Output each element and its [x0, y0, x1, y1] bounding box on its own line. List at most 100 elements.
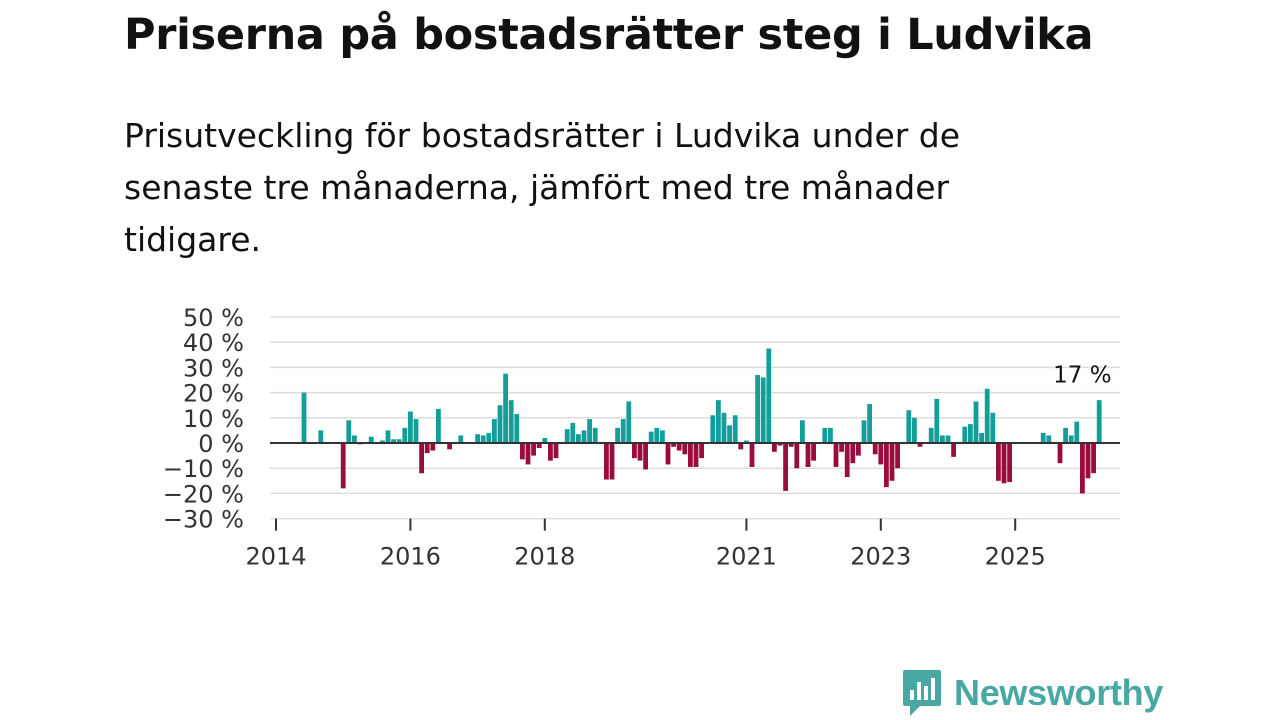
bar	[912, 417, 917, 443]
bar	[979, 432, 984, 443]
bar	[402, 427, 408, 443]
bar	[760, 377, 766, 443]
bar	[772, 443, 777, 452]
y-tick-label: −30 %	[163, 506, 244, 534]
bar	[301, 392, 307, 443]
bar	[458, 435, 464, 443]
bar	[637, 443, 643, 461]
bar	[564, 429, 570, 443]
bar	[884, 443, 889, 488]
x-tick-label: 2014	[245, 543, 306, 571]
bar	[688, 443, 693, 467]
bar	[1040, 432, 1046, 443]
bar	[682, 443, 688, 455]
bar	[475, 434, 480, 443]
y-tick-label: 30 %	[183, 354, 244, 382]
latest-value-label: 17 %	[1053, 363, 1111, 389]
bar	[940, 435, 945, 443]
bar	[968, 424, 973, 443]
y-tick-label: −10 %	[163, 455, 244, 483]
x-tick-label: 2018	[514, 543, 575, 571]
bar	[727, 425, 732, 443]
bar	[811, 443, 816, 461]
x-tick-label: 2021	[716, 543, 777, 571]
bar	[844, 443, 850, 478]
bar	[699, 443, 704, 459]
bar	[436, 408, 441, 443]
bar	[503, 373, 508, 443]
bar	[447, 443, 452, 450]
bar	[861, 420, 867, 443]
bar	[895, 443, 900, 469]
bar	[878, 443, 884, 465]
bar	[531, 443, 536, 456]
bar	[732, 415, 738, 443]
bar	[576, 434, 581, 443]
bar	[928, 427, 934, 443]
bar	[1007, 443, 1012, 483]
bar	[1057, 443, 1063, 464]
bar	[665, 443, 671, 465]
x-tick-label: 2023	[850, 543, 911, 571]
bar	[794, 443, 800, 469]
bar	[430, 443, 436, 451]
bar	[1096, 400, 1102, 443]
bar	[850, 443, 856, 464]
bar	[867, 403, 872, 443]
x-tick-label: 2025	[985, 543, 1046, 571]
bar	[654, 427, 660, 443]
bar	[587, 419, 592, 443]
chart-subtitle: Prisutveckling för bostadsrätter i Ludvi…	[124, 116, 961, 259]
bar	[872, 443, 878, 455]
bar	[525, 443, 531, 465]
bar	[1091, 443, 1096, 474]
newsworthy-logo: Newsworthy	[902, 668, 1163, 718]
bar	[346, 420, 352, 443]
y-tick-label: 20 %	[183, 380, 244, 408]
bar	[1085, 443, 1091, 479]
bar	[951, 443, 956, 457]
bar	[721, 412, 727, 443]
bar	[380, 440, 385, 443]
bar	[604, 443, 609, 480]
bar	[1074, 421, 1080, 443]
bar	[536, 443, 542, 449]
bar-chart: 50 %40 %30 %20 %10 %0 %−10 %−20 %−30 %20…	[163, 304, 1120, 571]
bar	[744, 440, 749, 443]
bar	[833, 443, 839, 467]
bar	[609, 443, 615, 480]
y-tick-label: 10 %	[183, 405, 244, 433]
bar	[570, 422, 576, 443]
bar	[424, 443, 430, 454]
bar	[592, 427, 598, 443]
bar	[749, 443, 755, 467]
bar	[856, 443, 861, 456]
bar	[548, 443, 553, 461]
logo-wordmark: Newsworthy	[954, 672, 1164, 713]
bar	[648, 431, 654, 443]
bar	[917, 443, 923, 447]
bar	[805, 443, 811, 467]
bar	[889, 443, 895, 481]
bar	[396, 439, 402, 443]
bar	[1080, 443, 1085, 494]
chart-title: Priserna på bostadsrätter steg i Ludvika	[124, 10, 1094, 60]
y-tick-label: 50 %	[183, 304, 244, 332]
bar	[643, 443, 648, 470]
bar	[660, 430, 665, 443]
bar	[368, 436, 374, 443]
bar	[693, 443, 699, 467]
bar	[1068, 435, 1074, 443]
bar	[716, 400, 721, 443]
bar	[514, 414, 520, 443]
bar	[553, 443, 559, 459]
bar	[973, 401, 979, 443]
bar	[822, 427, 828, 443]
y-tick-label: −20 %	[163, 480, 244, 508]
bar	[480, 435, 486, 443]
bar	[839, 443, 844, 452]
newsworthy-logo-icon	[903, 670, 941, 716]
bar	[632, 443, 637, 459]
bar	[391, 439, 396, 443]
bar	[783, 443, 788, 491]
